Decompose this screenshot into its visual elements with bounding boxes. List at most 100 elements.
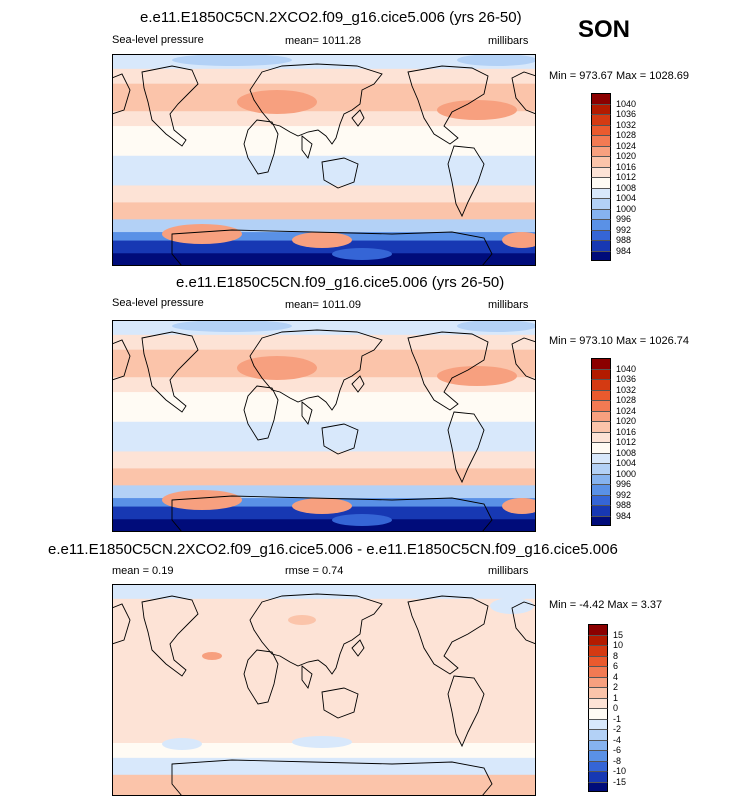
coastline — [511, 601, 536, 645]
coastline — [112, 603, 131, 645]
pressure-band — [112, 598, 536, 744]
pressure-cell — [292, 498, 352, 514]
colorbar-label: 1000 — [616, 468, 637, 479]
coastline — [351, 109, 365, 127]
pressure-cell — [292, 232, 352, 248]
panel-2-title: e.e11.E1850C5CN.f09_g16.cice5.006 (yrs 2… — [176, 274, 505, 291]
pressure-cell — [237, 356, 317, 380]
colorbar-swatch — [591, 431, 611, 442]
colorbar-swatch — [588, 655, 608, 666]
colorbar-swatch — [588, 666, 608, 677]
colorbar-swatch — [591, 379, 611, 390]
colorbar-swatch — [588, 634, 608, 645]
colorbar-swatch — [588, 781, 608, 792]
pressure-band — [112, 202, 536, 220]
pressure-cell — [502, 232, 536, 248]
coastline — [511, 71, 536, 115]
pressure-band — [112, 185, 536, 203]
pressure-cell — [172, 54, 292, 66]
colorbar-swatch — [591, 145, 611, 156]
map-field — [112, 54, 536, 266]
pressure-band — [112, 155, 536, 186]
pressure-band — [112, 451, 536, 469]
colorbar-label: 1012 — [616, 437, 637, 447]
colorbar-swatch — [588, 718, 608, 729]
map-field — [112, 320, 536, 532]
colorbar-label: 1004 — [616, 193, 637, 203]
colorbar-label: 1036 — [616, 374, 637, 384]
coastline — [321, 157, 359, 189]
map-frame — [112, 320, 536, 532]
coastline — [301, 665, 313, 689]
panel-3-title: e.e11.E1850C5CN.2XCO2.f09_g16.cice5.006 … — [48, 541, 618, 558]
colorbar-label: 992 — [616, 489, 632, 500]
colorbar-label: 988 — [616, 235, 632, 245]
pressure-band — [112, 774, 536, 796]
colorbar-swatch — [591, 368, 611, 379]
colorbar-swatch — [591, 473, 611, 484]
panel-3-colorbar: 15 10 8 6 4 2 1 0 -1 -2 -4 -6 -8 -10 -15 — [588, 624, 648, 792]
pressure-band — [112, 334, 536, 351]
colorbar-swatch — [588, 729, 608, 740]
colorbar-label: -1 — [613, 713, 622, 724]
colorbar-swatch — [591, 156, 611, 167]
anomaly-cell — [162, 738, 202, 750]
pressure-cell — [437, 366, 517, 386]
pressure-cell — [172, 320, 292, 332]
panel-2-map — [112, 320, 536, 532]
colorbar-swatch — [591, 103, 611, 114]
colorbar-swatch — [591, 505, 611, 516]
colorbar-swatch — [591, 219, 611, 230]
colorbar-swatch — [588, 750, 608, 761]
colorbar-swatch — [588, 771, 608, 782]
coastline — [301, 401, 313, 425]
coastline — [112, 73, 131, 115]
colorbar-label: 1040 — [616, 363, 637, 374]
season-label: SON — [578, 16, 631, 43]
colorbar-label: -2 — [613, 724, 622, 734]
pressure-band — [112, 392, 536, 423]
colorbar-swatch — [591, 494, 611, 505]
colorbar-swatch — [591, 463, 611, 474]
colorbar-label: 1016 — [616, 426, 637, 437]
pressure-cell — [457, 320, 536, 332]
colorbar-swatch — [588, 687, 608, 698]
colorbar-swatch — [588, 645, 608, 656]
colorbar-swatch — [588, 760, 608, 771]
coastline — [407, 65, 489, 145]
coastline — [141, 331, 199, 413]
colorbar-swatch — [591, 358, 611, 369]
panel-3-minmax: Min = -4.42 Max = 3.37 — [549, 599, 663, 611]
pressure-cell — [332, 514, 392, 526]
colorbar-swatch — [591, 410, 611, 421]
colorbar-label: 1036 — [616, 109, 637, 119]
colorbar-label: 1016 — [616, 161, 637, 172]
colorbar-label: 1012 — [616, 172, 637, 182]
coastline — [351, 639, 365, 657]
pressure-band — [112, 68, 536, 85]
pressure-band — [112, 111, 536, 127]
colorbar-swatch — [591, 250, 611, 261]
panel-3-rmse: rmse = 0.74 — [285, 565, 344, 577]
colorbar-swatch — [591, 240, 611, 251]
coastline — [141, 595, 199, 677]
panel-3-map — [112, 584, 536, 796]
colorbar-swatch — [591, 166, 611, 177]
panel-1-mean: mean= 1011.28 — [285, 35, 361, 47]
pressure-band — [112, 757, 536, 776]
coastline — [321, 687, 359, 719]
colorbar-label: 6 — [613, 661, 619, 671]
panel-1-variable: Sea-level pressure — [112, 34, 204, 46]
colorbar-label: 1024 — [616, 405, 637, 416]
coastline — [112, 339, 131, 381]
map-frame — [112, 584, 536, 796]
coastlines — [112, 63, 536, 266]
panel-1-title: e.e11.E1850C5CN.2XCO2.f09_g16.cice5.006 … — [140, 9, 522, 26]
pressure-band — [112, 377, 536, 393]
anomaly-cell — [202, 652, 222, 660]
colorbar-swatch — [591, 400, 611, 411]
pressure-band — [112, 126, 536, 157]
colorbar-label: -4 — [613, 734, 622, 745]
colorbar-swatch — [588, 697, 608, 708]
colorbar-label: 10 — [613, 640, 624, 650]
